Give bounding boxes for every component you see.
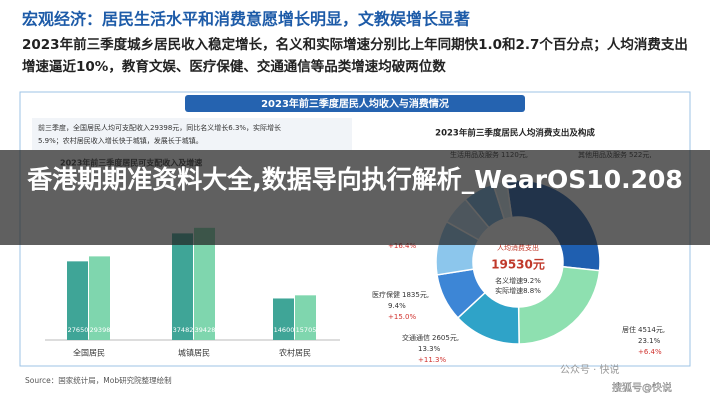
title: 宏观经济：居民生活水平和消费意愿增长明显，文教娱增长显著 bbox=[22, 10, 470, 29]
note: 5.9%；农村居民收入增长快于城镇，发展长于城镇。 bbox=[38, 136, 203, 145]
watermark: 搜狐号@快说 bbox=[612, 381, 672, 394]
data-label: 37482 bbox=[173, 326, 194, 334]
center-label: 人均消费支出 bbox=[497, 243, 539, 252]
center-label: 名义增速9.2% bbox=[495, 276, 541, 285]
slice-label: 医疗保健 bbox=[372, 290, 400, 299]
slice-growth: +15.0% bbox=[388, 313, 416, 321]
slice-share: 23.1% bbox=[638, 337, 661, 345]
banner: 香港期期准资料大全,数据导向执行解析_WearOS10.208 bbox=[0, 150, 710, 245]
data-label: 15705 bbox=[296, 326, 317, 334]
banner-text: 香港期期准资料大全,数据导向执行解析_WearOS10.208 bbox=[27, 165, 683, 194]
note: 前三季度，全国居民人均可支配收入29398元，同比名义增长6.3%，实际增长 bbox=[38, 123, 281, 132]
slice-share: 9.4% bbox=[388, 302, 406, 310]
x-tick-label: 全国居民 bbox=[73, 348, 105, 358]
bar bbox=[194, 227, 215, 340]
subtitle: 2023年前三季度城乡居民收入稳定增长，名义和实际增速分别比上年同期快1.0和2… bbox=[22, 37, 688, 75]
bar bbox=[295, 295, 316, 340]
bar bbox=[273, 298, 294, 340]
x-tick-label: 城镇居民 bbox=[178, 348, 210, 358]
data-label: 27650 bbox=[68, 326, 89, 334]
slice-share: 13.3% bbox=[418, 345, 441, 353]
slice-amount: 4514元, bbox=[638, 326, 665, 334]
center-label: 19530元 bbox=[491, 258, 545, 272]
panel-title: 2023年前三季度居民人均收入与消费情况 bbox=[261, 97, 449, 110]
center-label: 实际增速8.8% bbox=[495, 286, 541, 295]
data-label: 39428 bbox=[195, 326, 216, 334]
source: Source：国家统计局，Mob研究院整理绘制 bbox=[25, 375, 172, 385]
slice-amount: 2605元, bbox=[432, 334, 459, 342]
slice-label: 居住 bbox=[622, 325, 636, 334]
slice-growth: +11.3% bbox=[418, 356, 446, 364]
panel-header bbox=[185, 95, 525, 112]
data-label: 14600 bbox=[274, 326, 295, 334]
data-label: 29398 bbox=[90, 326, 111, 334]
slice-label: 交通通信 bbox=[402, 333, 430, 342]
slice-growth: +16.4% bbox=[388, 242, 416, 250]
watermark: 公众号 · 快说 bbox=[560, 363, 620, 376]
bar bbox=[67, 261, 88, 340]
x-tick-label: 农村居民 bbox=[279, 348, 311, 358]
subtitle-box: 2023年前三季度城乡居民收入稳定增长，名义和实际增速分别比上年同期快1.0和2… bbox=[22, 37, 688, 75]
slice-amount: 1835元, bbox=[402, 291, 429, 299]
note-box bbox=[32, 118, 352, 150]
chart-title: 2023年前三季度居民人均消费支出及构成 bbox=[435, 128, 595, 139]
bar bbox=[172, 233, 193, 340]
slice-growth: +6.4% bbox=[638, 348, 662, 356]
bar bbox=[89, 256, 110, 340]
